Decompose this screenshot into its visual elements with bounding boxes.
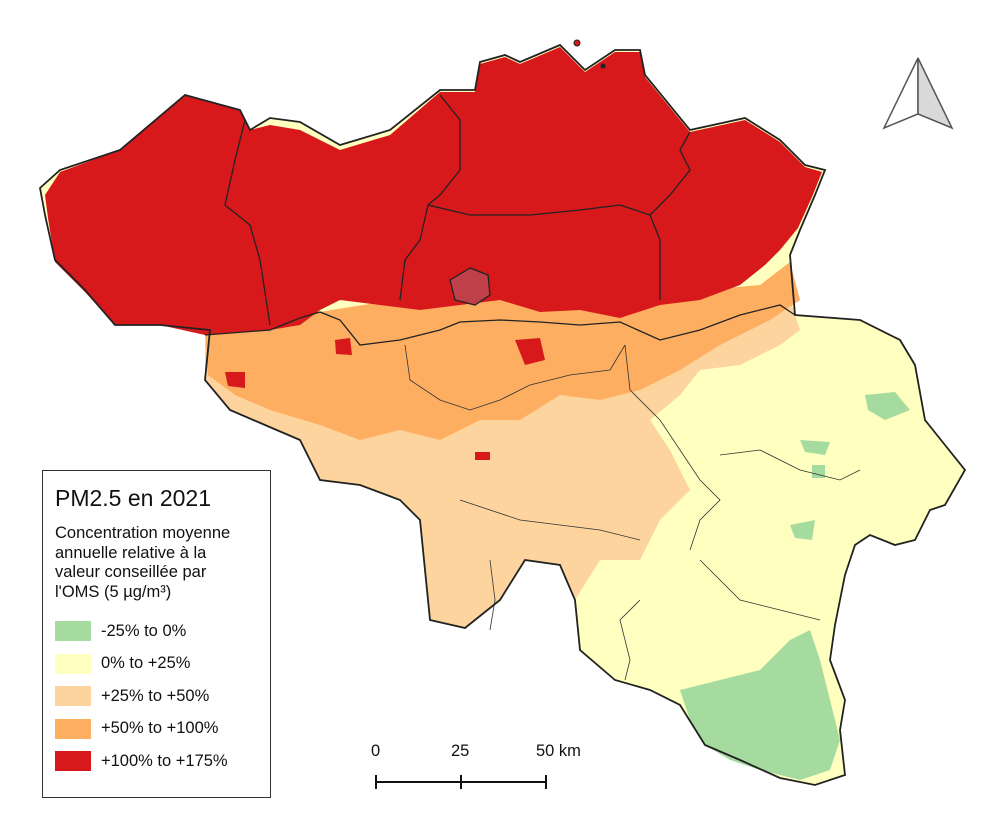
legend-item: 0% to +25% bbox=[55, 648, 258, 681]
legend-item: +50% to +100% bbox=[55, 713, 258, 746]
scale-label: 25 bbox=[451, 742, 470, 760]
legend-subtitle: Concentration moyenne annuelle relative … bbox=[55, 524, 258, 602]
legend-swatch bbox=[55, 621, 91, 642]
legend-label: 0% to +25% bbox=[101, 654, 191, 673]
province-boundaries bbox=[204, 94, 796, 346]
scale-tick bbox=[545, 775, 547, 789]
legend-item: -25% to 0% bbox=[55, 615, 258, 648]
enclave-marker bbox=[600, 63, 606, 69]
zone-below bbox=[680, 630, 840, 780]
scale-label: 50 km bbox=[536, 742, 581, 760]
enclave-marker bbox=[573, 39, 581, 47]
zone-high bbox=[45, 47, 822, 335]
zone-below bbox=[865, 392, 910, 420]
map-legend: PM2.5 en 2021 Concentration moyenne annu… bbox=[42, 470, 271, 798]
legend-swatch bbox=[55, 686, 91, 707]
scale-bar: 0 25 50 km bbox=[360, 742, 600, 802]
zone-high-pocket bbox=[335, 338, 352, 355]
country-border bbox=[39, 43, 967, 786]
legend-subtitle-line: Concentration moyenne bbox=[55, 524, 231, 542]
legend-label: -25% to 0% bbox=[101, 621, 187, 640]
legend-swatch bbox=[55, 653, 91, 674]
legend-label: +50% to +100% bbox=[101, 719, 219, 738]
legend-item: +100% to +175% bbox=[55, 745, 258, 778]
district-boundaries bbox=[404, 344, 861, 681]
scale-label: 0 bbox=[371, 742, 381, 760]
legend-subtitle-line: l'OMS (5 µg/m³) bbox=[55, 582, 172, 601]
scale-tick bbox=[375, 775, 377, 789]
zone-high-pocket bbox=[515, 338, 545, 365]
legend-swatch bbox=[55, 751, 91, 772]
brussels-region bbox=[449, 267, 491, 306]
legend-label: +25% to +50% bbox=[101, 686, 210, 705]
zone-high-pocket bbox=[225, 372, 245, 388]
legend-swatch bbox=[55, 718, 91, 739]
scale-tick bbox=[460, 775, 462, 789]
zone-below bbox=[800, 440, 830, 455]
legend-item: +25% to +50% bbox=[55, 680, 258, 713]
legend-subtitle-line: valeur conseillée par bbox=[55, 563, 207, 581]
zone-below bbox=[790, 520, 815, 540]
zone-below bbox=[812, 465, 825, 478]
north-arrow-icon bbox=[882, 57, 954, 130]
legend-title: PM2.5 en 2021 bbox=[55, 485, 212, 511]
legend-subtitle-line: annuelle relative à la bbox=[55, 543, 207, 562]
legend-label: +100% to +175% bbox=[101, 751, 228, 770]
zone-high-pocket bbox=[475, 452, 490, 460]
